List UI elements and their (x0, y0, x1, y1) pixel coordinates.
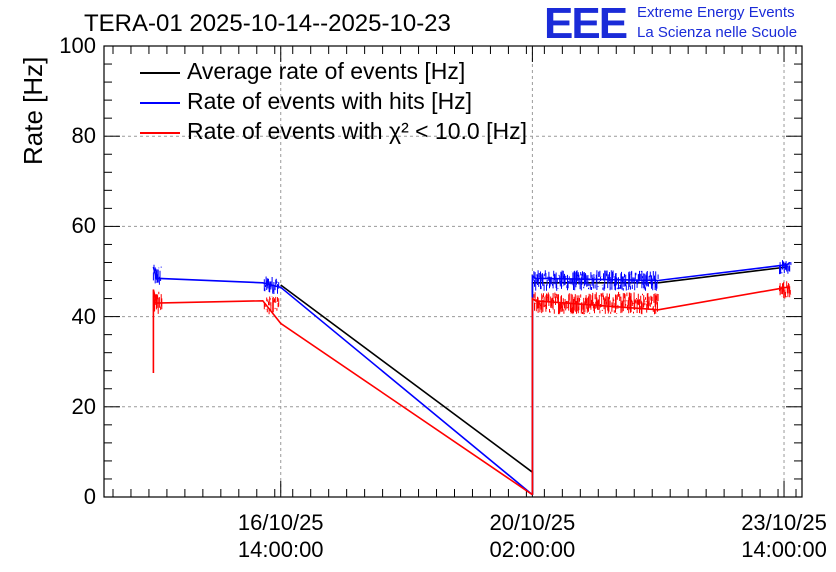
series-0-line-1 (531, 266, 788, 495)
logo-line-1: Extreme Energy Events (637, 4, 795, 21)
y-tick-label: 100 (59, 33, 96, 58)
series-2-noise-band-2 (533, 291, 659, 315)
series-2-noise-band-3 (779, 281, 792, 299)
y-tick-label: 20 (71, 393, 96, 419)
x-tick-label: 16/10/25 14:00:00 (201, 509, 361, 563)
x-tick-label-date: 23/10/25 (741, 510, 827, 535)
y-tick-label: 80 (71, 123, 96, 149)
x-tick-label: 23/10/25 14:00:00 (704, 509, 836, 563)
legend-label-chi2: Rate of events with χ² < 10.0 [Hz] (187, 118, 527, 144)
series-2-line-0 (152, 289, 533, 496)
x-tick-label-time: 02:00:00 (489, 537, 576, 562)
chart-title: TERA-01 2025-10-14--2025-10-23 (84, 10, 451, 37)
logo-line-2: La Scienza nelle Scuole (637, 24, 798, 41)
legend-swatch-chi2 (140, 132, 180, 134)
x-tick-label-date: 16/10/25 (237, 510, 324, 535)
eee-logo: EEE (544, 0, 628, 48)
x-tick-label: 20/10/25 02:00:00 (452, 509, 612, 563)
series-1-noise-band-1 (263, 276, 280, 294)
legend-label-average: Average rate of events [Hz] (187, 58, 466, 84)
series-1-noise-band-2 (533, 270, 659, 291)
legend-label-hits: Rate of events with hits [Hz] (187, 88, 473, 114)
x-tick-label-date: 20/10/25 (489, 510, 576, 535)
series-2-line-1 (531, 286, 788, 495)
plot-frame (103, 45, 803, 498)
legend-swatch-average (140, 72, 180, 74)
series-1-noise-band-3 (779, 260, 792, 275)
y-tick-label: 0 (83, 484, 96, 509)
legend-swatch-hits (140, 102, 180, 104)
x-tick-label-time: 14:00:00 (237, 537, 324, 562)
x-tick-label-time: 14:00:00 (741, 537, 827, 562)
series-2-noise-band-1 (263, 296, 280, 315)
series-1-noise-band-0 (152, 264, 163, 285)
y-tick-label: 60 (71, 213, 96, 239)
y-tick-label: 40 (71, 303, 96, 329)
series-2-noise-band-0 (152, 291, 163, 314)
